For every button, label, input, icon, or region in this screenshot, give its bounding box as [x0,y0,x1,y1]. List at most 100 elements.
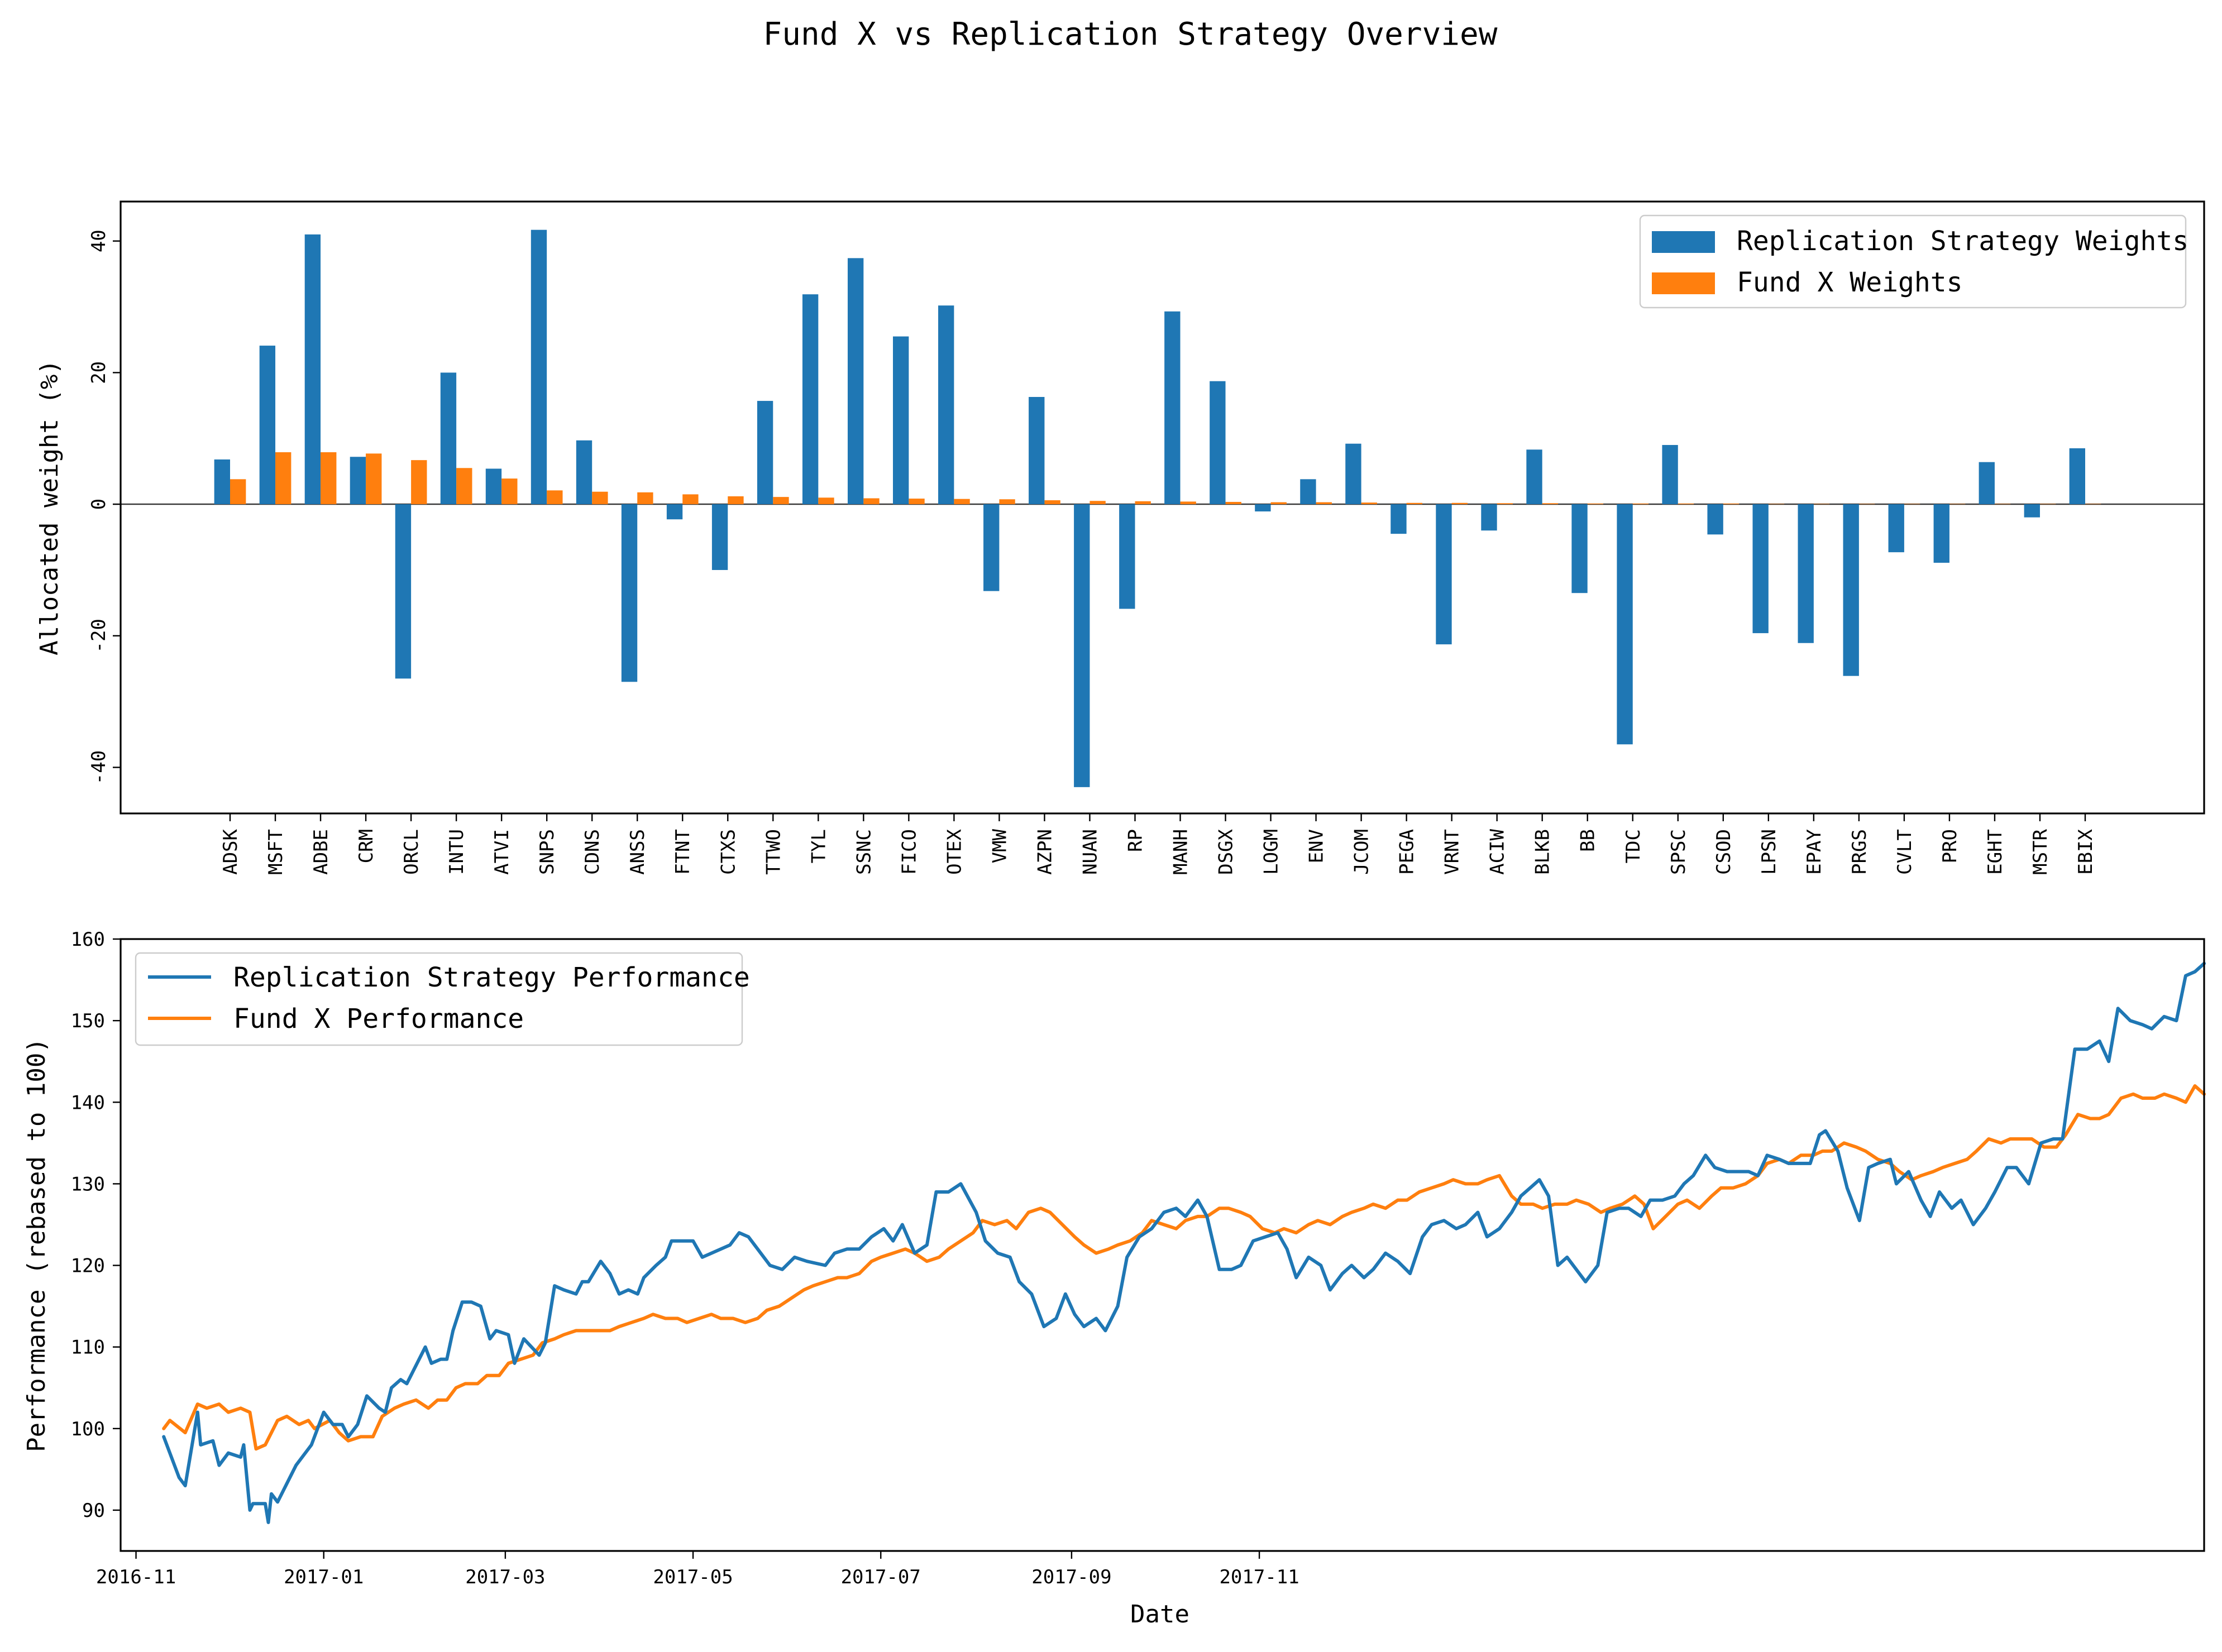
weights-legend-label-fund: Fund X Weights [1737,267,1963,298]
weights-plot-frame [120,200,2205,815]
bar-replication-orcl [395,504,412,679]
x-tick-label-blkb: BLKB [1532,829,1554,875]
performance-plot-frame [120,938,2205,1552]
x-tick-label-env: ENV [1306,829,1328,863]
y-tick-label: 0 [88,499,110,510]
x-tick-label-tdc: TDC [1622,829,1645,863]
bar-fund-cdns [592,491,608,505]
bar-fund-blkb [1542,503,1559,505]
y-tick-label: -20 [88,619,110,653]
bar-fund-ssnc [863,498,880,505]
bar-replication-pega [1390,504,1407,534]
y-tick-label: 100 [71,1418,105,1440]
bar-fund-pro [1949,504,1966,505]
performance-line-replication [162,961,2206,1524]
x-tick-label-ssnc: SSNC [853,829,875,875]
bar-fund-env [1316,502,1332,505]
bar-replication-tdc [1617,504,1633,745]
bar-fund-otex [954,499,970,505]
x-tick-label-jcom: JCOM [1351,829,1373,875]
x-tick-label: 2017-11 [1219,1566,1299,1588]
bar-fund-adbe [321,452,337,505]
bar-replication-pro [1933,504,1949,563]
performance-line-fund [162,1084,2206,1451]
bar-fund-azpn [1044,500,1060,505]
bar-fund-aciw [1497,503,1513,505]
x-tick-label-aciw: ACIW [1487,829,1509,874]
x-tick-label-pega: PEGA [1396,829,1418,875]
x-tick-label-anss: ANSS [627,829,649,875]
bar-fund-msft [275,452,292,505]
bar-fund-vmw [999,499,1015,505]
x-tick-label-msft: MSFT [265,829,287,875]
bar-replication-rp [1119,504,1135,609]
bar-replication-ftnt [666,504,683,520]
x-tick-label-ftnt: FTNT [672,829,694,875]
bar-replication-adsk [214,459,230,505]
bar-fund-ebix [2085,504,2101,505]
x-tick-label: 2017-05 [653,1566,733,1588]
x-tick-label-logm: LOGM [1260,829,1283,875]
bar-fund-atvi [501,478,518,505]
y-tick-label: 150 [71,1010,105,1032]
x-tick-label-vmw: VMW [988,829,1011,863]
weights-legend-label-replication: Replication Strategy Weights [1737,226,2188,257]
x-tick-label-adbe: ADBE [310,829,332,875]
x-tick-label: 2017-03 [465,1566,545,1588]
bar-fund-pega [1406,502,1422,505]
x-tick-label-otex: OTEX [943,829,966,874]
bar-fund-snps [547,490,563,505]
x-tick-label-vrnt: VRNT [1441,829,1464,875]
x-tick-label-cdns: CDNS [581,829,604,875]
x-tick-label-ttwo: TTWO [762,829,785,875]
x-tick-label-ctxs: CTXS [717,829,739,875]
bar-replication-vmw [983,504,1000,591]
weights-y-axis: -40 -20 0 20 40 [88,229,121,784]
bar-replication-prgs [1843,504,1859,676]
bar-fund-nuan [1090,501,1106,505]
y-tick-label: 140 [71,1091,105,1114]
weights-x-axis: ADSK MSFT ADBE CRM ORCL INTU ATVI SNPS CDNS ANSS F… [219,813,2097,875]
bar-replication-tyl [802,294,819,505]
x-tick-label-azpn: AZPN [1034,829,1056,875]
bar-replication-jcom [1345,443,1361,505]
y-tick-label: 130 [71,1173,105,1195]
bar-fund-orcl [411,460,427,505]
weights-series-replication [214,229,2085,787]
x-tick-label-adsk: ADSK [219,829,242,874]
x-tick-label: 2017-09 [1031,1566,1111,1588]
bar-replication-adbe [304,234,321,505]
bar-replication-manh [1164,311,1181,505]
bar-replication-lpsn [1752,504,1769,634]
performance-x-axis: 2016-11 2017-01 2017-03 2017-05 2017-07 2017-… [96,1551,1299,1588]
bar-fund-manh [1180,501,1196,505]
bar-replication-csod [1707,504,1723,535]
bar-replication-spsc [1662,445,1678,505]
bar-fund-dsgx [1225,501,1241,505]
x-tick-label-orcl: ORCL [400,829,423,875]
bar-replication-ebix [2069,448,2085,505]
weights-chart: -40 -20 0 20 40 ADSK MSFT ADBE CRM ORCL INTU ATVI S… [35,200,2205,875]
bar-replication-atvi [485,468,502,505]
x-tick-label-atvi: ATVI [491,829,513,875]
bar-replication-nuan [1074,504,1090,787]
bar-fund-jcom [1361,502,1377,505]
y-tick-label: -40 [88,750,110,784]
bar-fund-anss [637,492,653,505]
x-tick-label-csod: CSOD [1713,829,1735,875]
performance-legend-label-replication: Replication Strategy Performance [233,962,750,993]
weights-legend-swatch-fund [1652,272,1715,294]
bar-replication-fico [893,336,909,505]
bar-replication-dsgx [1210,381,1226,505]
x-tick-label-spsc: SPSC [1667,829,1690,875]
bar-fund-epay [1813,504,1830,505]
x-tick-label-nuan: NUAN [1079,829,1101,875]
x-tick-label-fico: FICO [898,829,920,875]
y-tick-label: 90 [82,1500,105,1522]
bar-replication-mstr [2024,504,2040,518]
bar-fund-logm [1270,502,1287,505]
x-tick-label-manh: MANH [1170,829,1192,875]
performance-y-axis: 90 100 110 120 130 140 150 160 [71,928,121,1522]
bar-fund-crm [366,453,382,505]
